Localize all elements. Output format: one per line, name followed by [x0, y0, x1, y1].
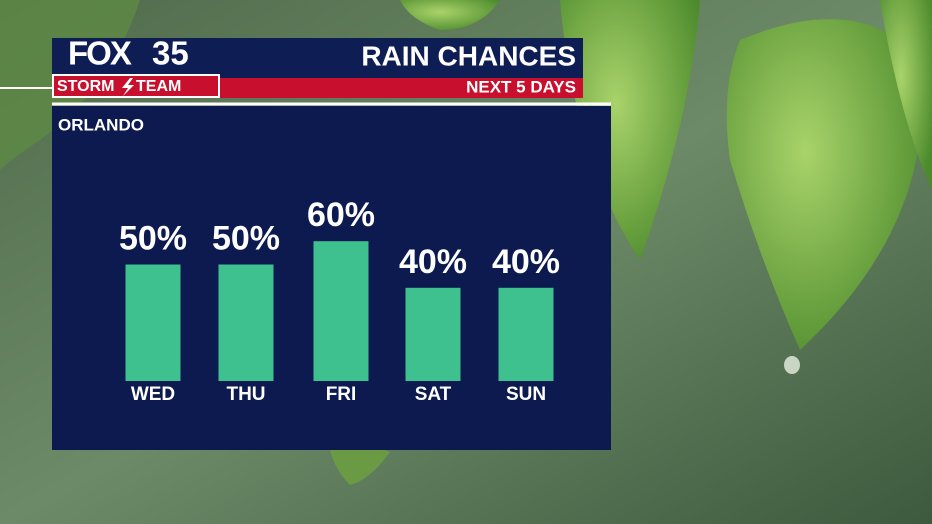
value-label: 40% [492, 243, 560, 281]
bar [125, 264, 181, 381]
category-label: FRI [326, 384, 357, 405]
drop [784, 356, 800, 374]
plot: 50% WED 50% THU 60% FRI 40% SAT 40% SUN [119, 196, 560, 405]
leaf [880, 0, 932, 190]
category-label: SUN [506, 384, 546, 405]
logo-channel: 35 [152, 35, 189, 72]
bar [405, 287, 461, 381]
logo-team-right: TEAM [136, 78, 181, 95]
value-label: 40% [399, 243, 467, 281]
category-label: SAT [415, 384, 452, 405]
value-label: 50% [212, 219, 280, 257]
logo-box [67, 38, 150, 72]
subtitle: NEXT 5 DAYS [466, 77, 576, 96]
bar [313, 241, 369, 381]
leaf [726, 19, 923, 351]
location: ORLANDO [58, 115, 144, 134]
value-label: 60% [307, 196, 375, 234]
bar [498, 287, 554, 381]
value-label: 50% [119, 219, 187, 257]
leaf [400, 0, 500, 30]
logo-network: FOX [68, 35, 132, 72]
leaf [560, 0, 700, 260]
category-label: THU [226, 384, 265, 405]
category-label: WED [131, 384, 175, 405]
team-box [52, 74, 220, 98]
title: RAIN CHANCES [361, 40, 576, 71]
bolt [122, 78, 134, 96]
bar [218, 264, 274, 381]
logo-team-left: STORM [57, 78, 114, 95]
leaf [330, 445, 390, 485]
